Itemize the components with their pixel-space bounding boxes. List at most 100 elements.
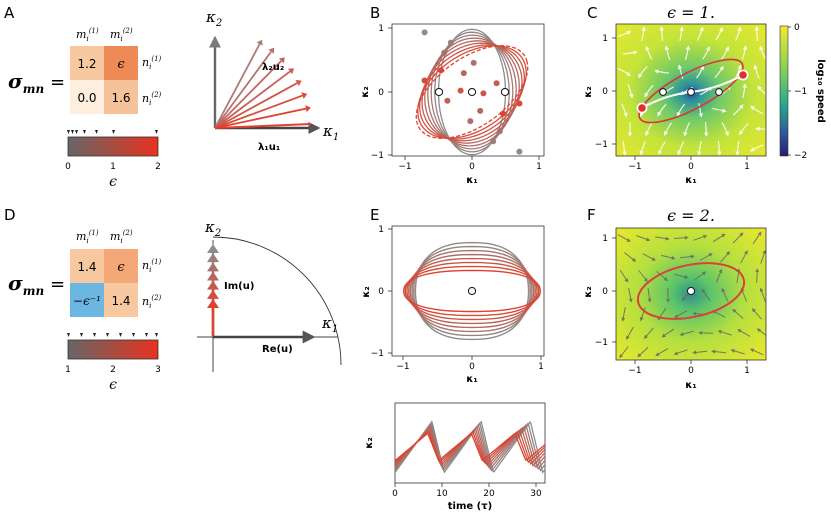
panel-b-frame	[391, 23, 545, 157]
panel-d-im-vector-head	[207, 253, 219, 263]
panel-c-streamline	[742, 83, 747, 99]
panel-c-streamline	[696, 65, 705, 79]
panel-c-streamline	[698, 102, 703, 118]
panel-a-row-label-1: ni(1)	[142, 55, 162, 71]
panel-e-xtick-2: 0	[469, 362, 475, 372]
panel-b-start-dot	[421, 29, 428, 36]
panel-f-streamline	[699, 253, 713, 261]
panel-d-col-header-2: mi(2)	[110, 229, 133, 245]
panel-e-letter: E	[370, 206, 379, 224]
panel-d-im-label: Im(u)	[224, 281, 254, 292]
panel-c-cbar-tick-0: 0	[794, 23, 800, 33]
panel-f-streamline	[619, 269, 629, 283]
panel-e-timeseries	[394, 420, 546, 474]
panel-f-streamline	[673, 235, 689, 240]
panel-f-streamline	[655, 236, 670, 241]
panel-e-fixed-point	[467, 286, 477, 296]
panel-c-streamline	[664, 45, 671, 60]
panel-d-cbar-tick-0: 1	[65, 365, 71, 375]
panel-f-streamline	[628, 288, 633, 303]
panel-a-row-label-2: ni(2)	[142, 91, 162, 107]
panel-d-im-vector-head	[207, 280, 219, 290]
panel-b-start-dot	[460, 70, 467, 77]
panel-a-lambda1-label: λ₁u₁	[258, 142, 280, 153]
panel-e-orbit	[411, 249, 533, 333]
panel-d-cell-12-value: ϵ	[117, 260, 125, 275]
panel-a-vector	[214, 70, 291, 129]
panel-c-limit-cycle	[638, 58, 744, 124]
panel-d-unit-circle	[212, 236, 342, 366]
panel-b-fixed-point	[500, 87, 510, 97]
panel-c-streamline	[683, 122, 690, 137]
panel-e-ylabel: κ₂	[361, 286, 372, 297]
panel-b-xlabel: κ₁	[466, 175, 477, 186]
panel-a-vector-head	[278, 57, 285, 64]
panel-c-letter: C	[587, 4, 597, 22]
panel-b: B −1 0 1 1 0 −1 κ₁ κ₂	[360, 4, 545, 186]
panel-a-vector-head	[256, 39, 263, 46]
panel-c-title: ϵ = 1.	[667, 3, 715, 22]
panel-c-ticks	[612, 37, 748, 160]
panel-f-streamline	[617, 234, 631, 242]
panel-f-streamline	[694, 271, 707, 281]
panel-a-vector	[214, 94, 303, 129]
panel-a-cell-11-value: 1.2	[77, 57, 96, 71]
panel-f-xtick-2: 0	[688, 366, 694, 376]
panel-a: A mi(1) mi(2) 1.2 ϵ 0.0 1.6 ni(1) ni(2) …	[4, 4, 339, 190]
panel-e-orbit	[402, 269, 541, 313]
panel-b-start-dot	[516, 100, 523, 107]
panel-a-cbar-tick-0: 0	[65, 162, 71, 172]
panel-f-limit-cycle	[636, 262, 746, 320]
panel-b-start-dot	[480, 90, 487, 97]
panel-f-streamline	[720, 251, 731, 263]
panel-c-xtick-3: 1	[744, 162, 750, 172]
panel-c-streamline	[659, 26, 664, 42]
panel-b-orbit	[421, 42, 523, 142]
panel-f-streamline	[638, 270, 648, 283]
panel-f-title: ϵ = 2.	[667, 206, 715, 225]
panel-f-streamline	[756, 328, 766, 336]
panel-c-colorbar	[779, 25, 789, 157]
panel-d-im-vector-head	[207, 289, 219, 299]
panel-a-cbar-tick-1: 1	[110, 162, 116, 172]
panel-c-streamline	[750, 105, 764, 115]
panel-f-streamline	[759, 287, 766, 302]
panel-f-streamline	[647, 288, 652, 303]
panel-f-streamline	[721, 287, 729, 302]
panel-a-cell-21	[70, 80, 104, 114]
panel-f-streamline	[619, 346, 629, 359]
panel-d-row-label-2: ni(2)	[142, 294, 162, 310]
panel-f-fixed-point	[686, 286, 696, 296]
panel-e-orbit	[404, 265, 540, 317]
panel-f-streamline	[752, 231, 762, 245]
panel-f-streamline	[737, 329, 751, 337]
panel-d-colorbar	[67, 339, 159, 360]
panel-c-streamline	[654, 69, 669, 74]
panel-d-equals: =	[50, 274, 65, 295]
panel-e-timeseries-frame	[394, 402, 546, 484]
panel-c-streamline	[644, 84, 654, 98]
panel-c-xlabel: κ₁	[685, 175, 696, 186]
panel-f-streamline	[698, 330, 714, 335]
panel-f-streamline	[642, 253, 656, 261]
panel-c-streamline	[627, 84, 634, 99]
panel-a-vector-head	[295, 79, 302, 87]
panel-d-letter: D	[4, 206, 16, 224]
panel-c-streamline	[622, 140, 627, 156]
panel-e-orbit	[409, 253, 535, 329]
panel-b-orbit	[424, 40, 520, 144]
panel-c-streamline	[617, 30, 632, 38]
panel-c-streamline	[735, 26, 742, 41]
panel-c-streamline	[645, 122, 653, 137]
panel-d-colorbar-markers	[67, 333, 158, 337]
panel-d-cell-11-value: 1.4	[77, 260, 96, 274]
panel-f-streamline	[679, 330, 694, 336]
panel-f-streamline	[693, 234, 708, 241]
panel-b-orbit	[419, 44, 525, 140]
panel-f-ytick-2: 0	[602, 287, 608, 297]
panel-d-cell-21-value: −ϵ⁻¹	[73, 294, 101, 308]
panel-e-orbit	[414, 241, 530, 341]
panel-f-streamline	[626, 326, 634, 340]
panel-f-streamline	[643, 327, 654, 339]
panel-a-vector	[214, 107, 307, 129]
